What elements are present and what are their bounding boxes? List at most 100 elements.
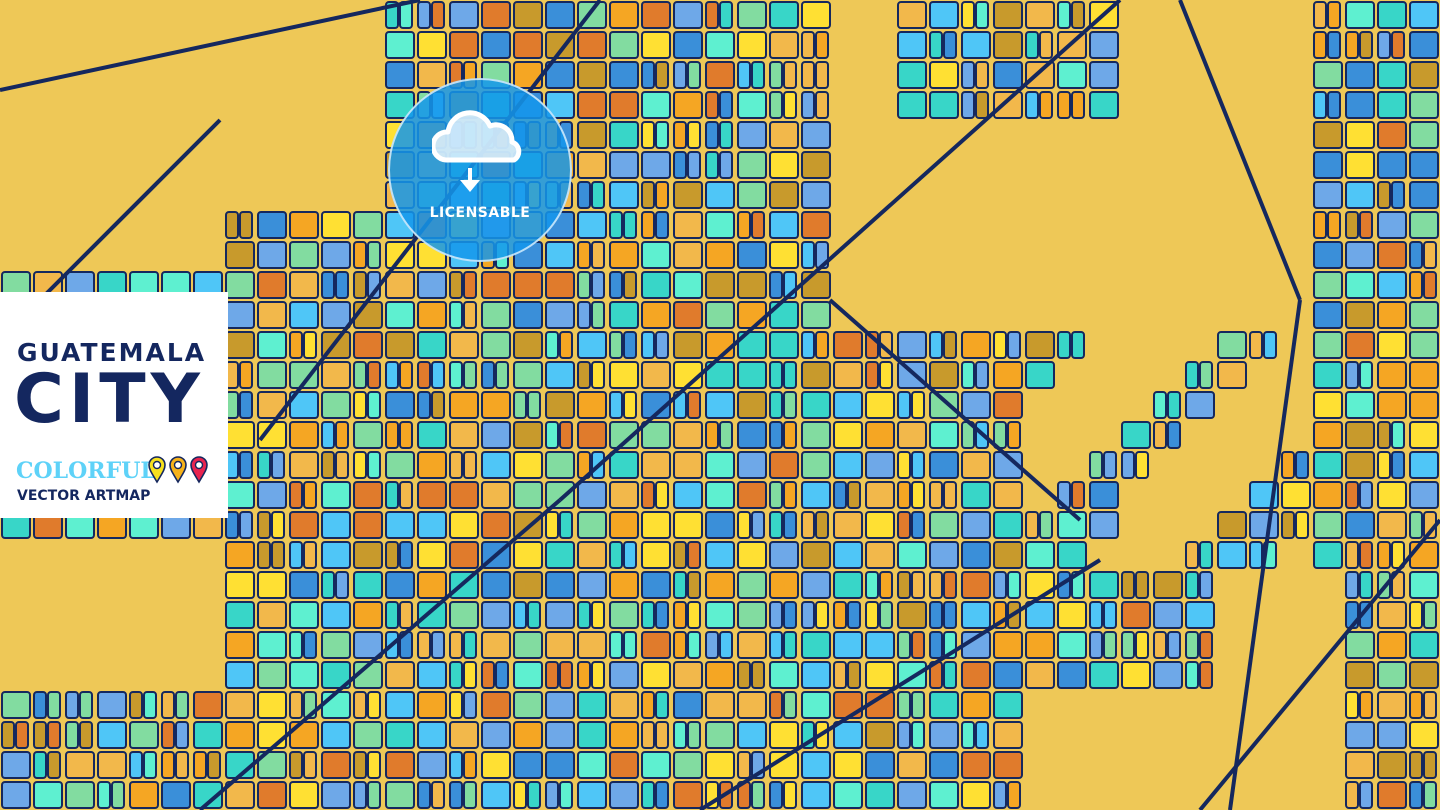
city-block (865, 481, 895, 509)
city-block (833, 631, 863, 659)
city-block (1007, 331, 1021, 359)
city-block (943, 661, 957, 689)
city-block (609, 61, 639, 89)
main-road (1228, 299, 1302, 810)
city-block (801, 511, 815, 539)
city-block (353, 721, 383, 749)
city-block (1409, 91, 1439, 119)
city-block (609, 541, 623, 569)
city-block (737, 721, 767, 749)
cloud-download-icon (432, 110, 522, 192)
city-block (431, 391, 445, 419)
city-block (577, 31, 607, 59)
city-block (705, 631, 719, 659)
city-block (897, 61, 927, 89)
city-block (577, 211, 607, 239)
city-block (481, 601, 511, 629)
city-block (911, 451, 925, 479)
city-block (993, 61, 1023, 89)
main-road (1198, 518, 1440, 810)
city-block (801, 631, 831, 659)
city-block (289, 421, 319, 449)
city-block (239, 211, 253, 239)
city-block (801, 331, 815, 359)
city-block (737, 31, 767, 59)
city-block (1313, 511, 1343, 539)
city-block (545, 481, 575, 509)
city-block (65, 691, 79, 719)
city-block (783, 91, 797, 119)
city-block (719, 1, 733, 29)
city-block (815, 91, 829, 119)
city-block (1185, 661, 1199, 689)
city-block (559, 661, 573, 689)
city-block (513, 61, 543, 89)
city-block (399, 421, 413, 449)
city-block (719, 151, 733, 179)
city-block (943, 331, 957, 359)
city-block (1313, 211, 1327, 239)
city-block (737, 451, 767, 479)
licensable-badge[interactable]: LICENSABLE (388, 78, 572, 262)
city-block (609, 481, 639, 509)
city-block (911, 691, 925, 719)
city-block (481, 691, 511, 719)
city-block (911, 631, 925, 659)
city-block (417, 391, 431, 419)
main-road (0, 0, 421, 92)
city-block (225, 301, 255, 329)
city-block (769, 571, 799, 599)
city-block (417, 331, 447, 359)
city-block (353, 241, 367, 269)
city-block (289, 631, 303, 659)
city-block (1409, 721, 1439, 749)
city-block (321, 301, 351, 329)
city-block (335, 271, 349, 299)
city-block (417, 511, 447, 539)
city-block (367, 361, 381, 389)
city-block (1313, 301, 1343, 329)
city-block (783, 61, 797, 89)
city-block (225, 271, 255, 299)
city-block (929, 1, 959, 29)
city-block (609, 421, 639, 449)
city-block (655, 211, 669, 239)
city-block (1345, 661, 1375, 689)
city-block (577, 781, 607, 809)
city-block (449, 271, 463, 299)
city-block (1345, 121, 1375, 149)
city-block (385, 361, 399, 389)
city-block (737, 601, 767, 629)
city-block (513, 31, 543, 59)
city-block (975, 1, 989, 29)
city-block (865, 571, 879, 599)
city-block (655, 61, 669, 89)
city-block (97, 721, 127, 749)
city-block (1359, 781, 1373, 809)
city-block (609, 331, 623, 359)
city-block (1313, 361, 1343, 389)
city-block (1345, 61, 1375, 89)
city-block (609, 181, 639, 209)
city-block (545, 421, 559, 449)
city-block (1185, 361, 1199, 389)
city-block (321, 361, 351, 389)
city-block (289, 391, 319, 419)
city-block (321, 721, 351, 749)
city-block (417, 301, 447, 329)
city-block (481, 31, 511, 59)
city-block (1025, 631, 1055, 659)
city-block (1057, 91, 1071, 119)
city-block (513, 1, 543, 29)
city-block (513, 301, 543, 329)
city-block (495, 361, 509, 389)
city-block (1345, 691, 1359, 719)
city-block (367, 751, 381, 779)
city-block (577, 511, 607, 539)
city-block (993, 631, 1023, 659)
city-block (1359, 571, 1373, 599)
city-block (1057, 601, 1087, 629)
city-block (687, 541, 701, 569)
city-block (751, 511, 765, 539)
city-block (737, 301, 767, 329)
